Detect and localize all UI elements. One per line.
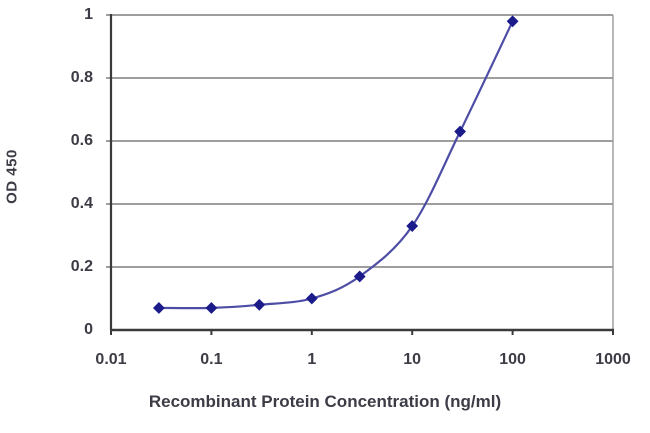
x-tick-label-10: 10 [403, 351, 422, 368]
y-tick-label-1: 1 [84, 6, 93, 23]
data-point-marker-0.3 [253, 298, 266, 311]
y-axis-title: OD 450 [3, 149, 21, 204]
y-tick-label-0: 0 [84, 321, 93, 338]
x-tick-label-0.1: 0.1 [200, 351, 223, 368]
data-point-marker-3 [353, 270, 366, 283]
data-point-marker-0.1 [205, 302, 218, 314]
data-point-marker-100 [506, 15, 519, 28]
y-tick-label-0.4: 0.4 [70, 195, 93, 212]
x-tick-label-1: 1 [307, 351, 317, 368]
data-point-marker-0.03 [152, 302, 165, 314]
data-point-marker-30 [454, 125, 467, 138]
data-point-marker-10 [406, 220, 419, 232]
data-series-line [158, 20, 514, 310]
x-tick-label-100: 100 [499, 351, 526, 368]
y-tick-label-0.2: 0.2 [70, 258, 93, 275]
data-point-marker-1 [305, 292, 318, 305]
x-tick-label-1000: 1000 [595, 351, 631, 368]
x-tick-label-0.01: 0.01 [95, 351, 127, 368]
y-tick-label-0.8: 0.8 [70, 69, 93, 86]
x-axis-title: Recombinant Protein Concentration (ng/ml… [148, 392, 502, 411]
y-tick-label-0.6: 0.6 [70, 132, 93, 149]
